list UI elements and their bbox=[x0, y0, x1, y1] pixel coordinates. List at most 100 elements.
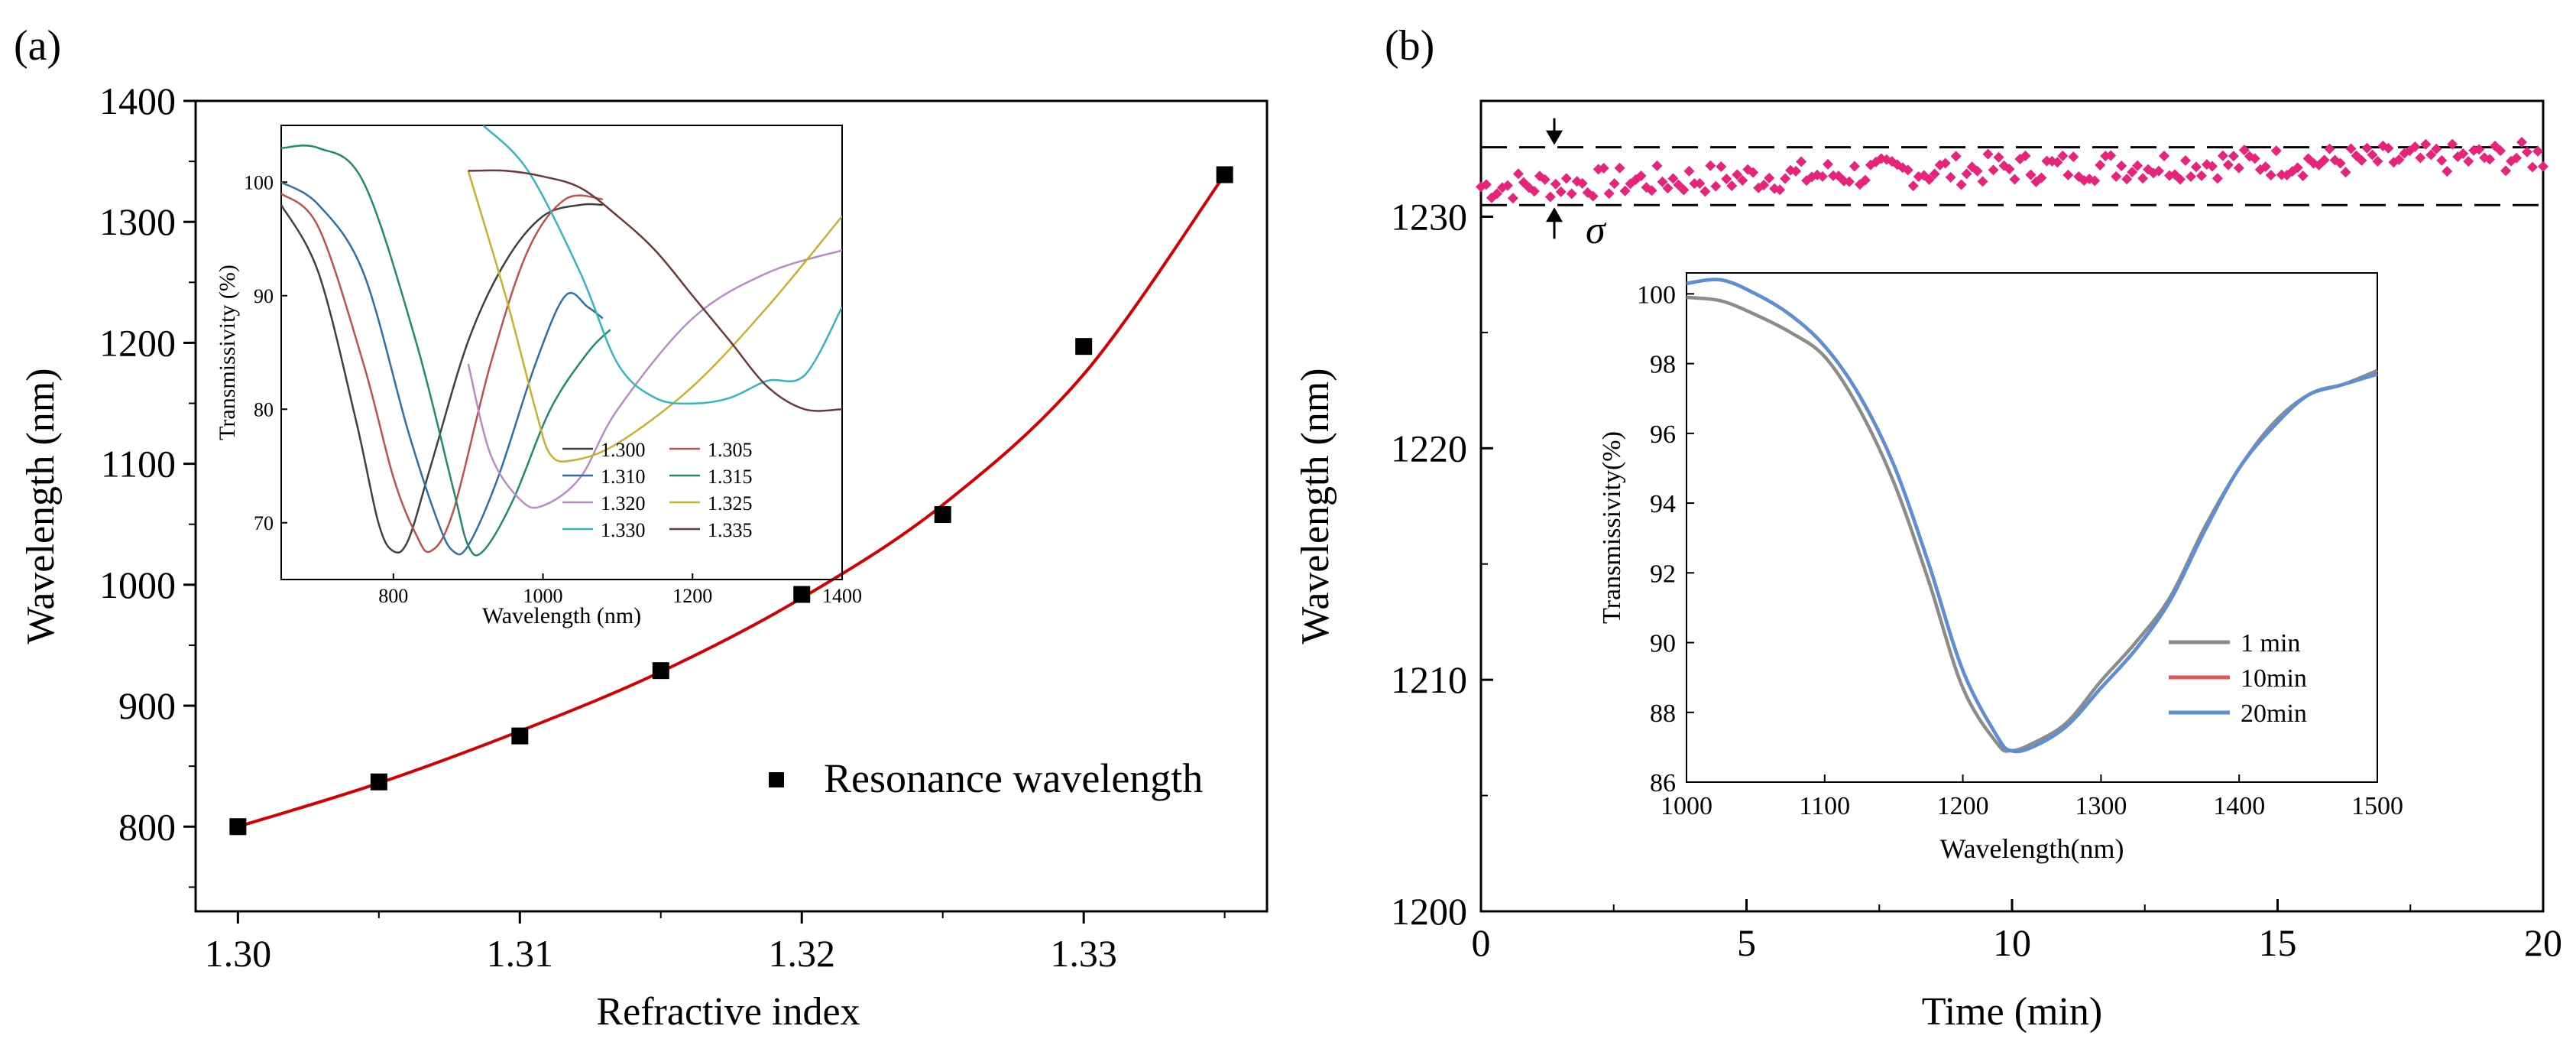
panel-b-inset-frame bbox=[1686, 272, 2378, 783]
data-point bbox=[2025, 169, 2036, 180]
panel-b-inset-xlabel: Wavelength(nm) bbox=[1939, 833, 2124, 864]
inset-series-1.335 bbox=[468, 169, 842, 412]
inset-series-1.300 bbox=[281, 203, 603, 554]
data-point bbox=[1576, 177, 1588, 189]
data-point bbox=[1075, 338, 1093, 356]
data-point bbox=[1614, 162, 1625, 174]
y-tick-label: 1200 bbox=[1391, 890, 1467, 933]
panel-b-plot-frame bbox=[1479, 99, 2545, 913]
data-point bbox=[2020, 150, 2031, 161]
data-point bbox=[2345, 143, 2357, 154]
data-point bbox=[1929, 168, 1940, 180]
data-point bbox=[1726, 180, 1738, 192]
data-point bbox=[1923, 174, 1935, 185]
inset-y-tick-label: 96 bbox=[1650, 420, 1676, 449]
data-point bbox=[2127, 167, 2138, 178]
y-tick-label: 1230 bbox=[1391, 195, 1467, 238]
data-point bbox=[2318, 154, 2330, 166]
data-point bbox=[2238, 144, 2250, 156]
data-point bbox=[2340, 167, 2351, 178]
data-point bbox=[1843, 176, 1855, 187]
data-point bbox=[2217, 150, 2228, 161]
data-point bbox=[2180, 155, 2192, 167]
data-point bbox=[2175, 174, 2186, 185]
data-point bbox=[1598, 162, 1609, 174]
panel-a-inset-ylabel: Transmissivity (%) bbox=[215, 265, 240, 440]
sigma-arrow-top-head bbox=[1546, 130, 1563, 145]
data-point bbox=[2121, 174, 2133, 185]
data-point bbox=[1216, 166, 1233, 183]
data-point bbox=[1550, 178, 1561, 190]
data-point bbox=[2095, 159, 2106, 170]
panel-a-ylabel: Wavelength (nm) bbox=[19, 368, 63, 644]
data-point bbox=[1582, 187, 1593, 198]
data-point bbox=[2415, 152, 2426, 164]
data-point bbox=[2292, 162, 2303, 174]
inset-y-tick-label: 98 bbox=[1650, 351, 1676, 379]
data-point bbox=[2367, 149, 2378, 161]
data-point bbox=[2153, 165, 2165, 177]
data-point bbox=[2356, 154, 2367, 166]
data-point bbox=[1566, 188, 1577, 200]
data-point bbox=[2036, 172, 2047, 183]
data-point bbox=[1732, 169, 1743, 180]
panel-a-chart: 1.30 1.31 1.32 1.33 800 900 1000 1100 1200 1300 14… bbox=[99, 80, 1269, 975]
data-point bbox=[1907, 180, 1919, 192]
data-point bbox=[1609, 178, 1620, 190]
data-point bbox=[1619, 185, 1631, 196]
data-point bbox=[1694, 177, 1706, 189]
data-point bbox=[2057, 150, 2069, 161]
data-point bbox=[1977, 176, 1988, 187]
inset-y-tick-label: 100 bbox=[1637, 281, 1676, 309]
data-point bbox=[2116, 160, 2127, 171]
inset-y-tick-label: 90 bbox=[1650, 630, 1676, 658]
data-point bbox=[1961, 168, 1972, 180]
data-point bbox=[1955, 179, 1967, 190]
data-point bbox=[1651, 160, 1663, 171]
inset-x-tick-label: 1400 bbox=[2213, 792, 2265, 820]
inset-x-tick-label: 1300 bbox=[2075, 792, 2127, 820]
data-point bbox=[1945, 171, 1956, 183]
inset-series-1.310 bbox=[281, 181, 604, 556]
inset-legend-1325: 1.325 bbox=[708, 492, 753, 515]
data-point bbox=[2383, 142, 2394, 154]
data-point bbox=[2206, 161, 2218, 172]
data-point bbox=[1528, 186, 1540, 197]
data-point bbox=[2228, 151, 2239, 162]
data-point bbox=[2297, 170, 2309, 182]
panel-a-inset-xlabel: Wavelength (nm) bbox=[482, 603, 641, 628]
data-point bbox=[1480, 179, 1492, 190]
data-point bbox=[1859, 174, 1871, 186]
data-point bbox=[1662, 183, 1674, 194]
inset-legend-1315: 1.315 bbox=[708, 466, 753, 488]
data-point bbox=[1678, 184, 1690, 196]
data-point bbox=[2137, 173, 2149, 184]
data-point bbox=[1683, 165, 1695, 177]
data-point bbox=[2089, 175, 2101, 187]
data-point bbox=[2458, 148, 2469, 159]
data-point bbox=[2393, 154, 2405, 165]
data-point bbox=[370, 773, 387, 791]
y-tick-label: 900 bbox=[118, 684, 176, 727]
data-point bbox=[1988, 164, 1999, 176]
data-point bbox=[1902, 164, 1913, 176]
x-tick-label: 15 bbox=[2259, 921, 2297, 964]
x-tick-label: 0 bbox=[1472, 921, 1491, 964]
x-tick-label: 20 bbox=[2524, 921, 2562, 964]
inset-series-group bbox=[281, 125, 842, 557]
y-tick-label: 1200 bbox=[99, 321, 176, 364]
x-tick-label: 1.33 bbox=[1050, 932, 1117, 975]
panel-a-inset-legend: 1.300 1.305 1.310 1.315 1.320 1.325 1.33… bbox=[562, 439, 753, 541]
data-point bbox=[1710, 180, 1722, 192]
data-point bbox=[2522, 146, 2533, 157]
data-point bbox=[511, 727, 529, 745]
data-point bbox=[229, 818, 247, 836]
data-point bbox=[1764, 172, 1775, 183]
inset-series-20min bbox=[1686, 278, 2378, 754]
inset-legend-20min: 20min bbox=[2241, 700, 2307, 728]
data-point bbox=[2004, 164, 2015, 175]
data-point bbox=[1502, 180, 1513, 191]
data-point bbox=[2500, 165, 2512, 177]
panel-a-legend-label: Resonance wavelength bbox=[824, 755, 1203, 801]
inset-x-tick-label: 1200 bbox=[1937, 792, 1989, 820]
